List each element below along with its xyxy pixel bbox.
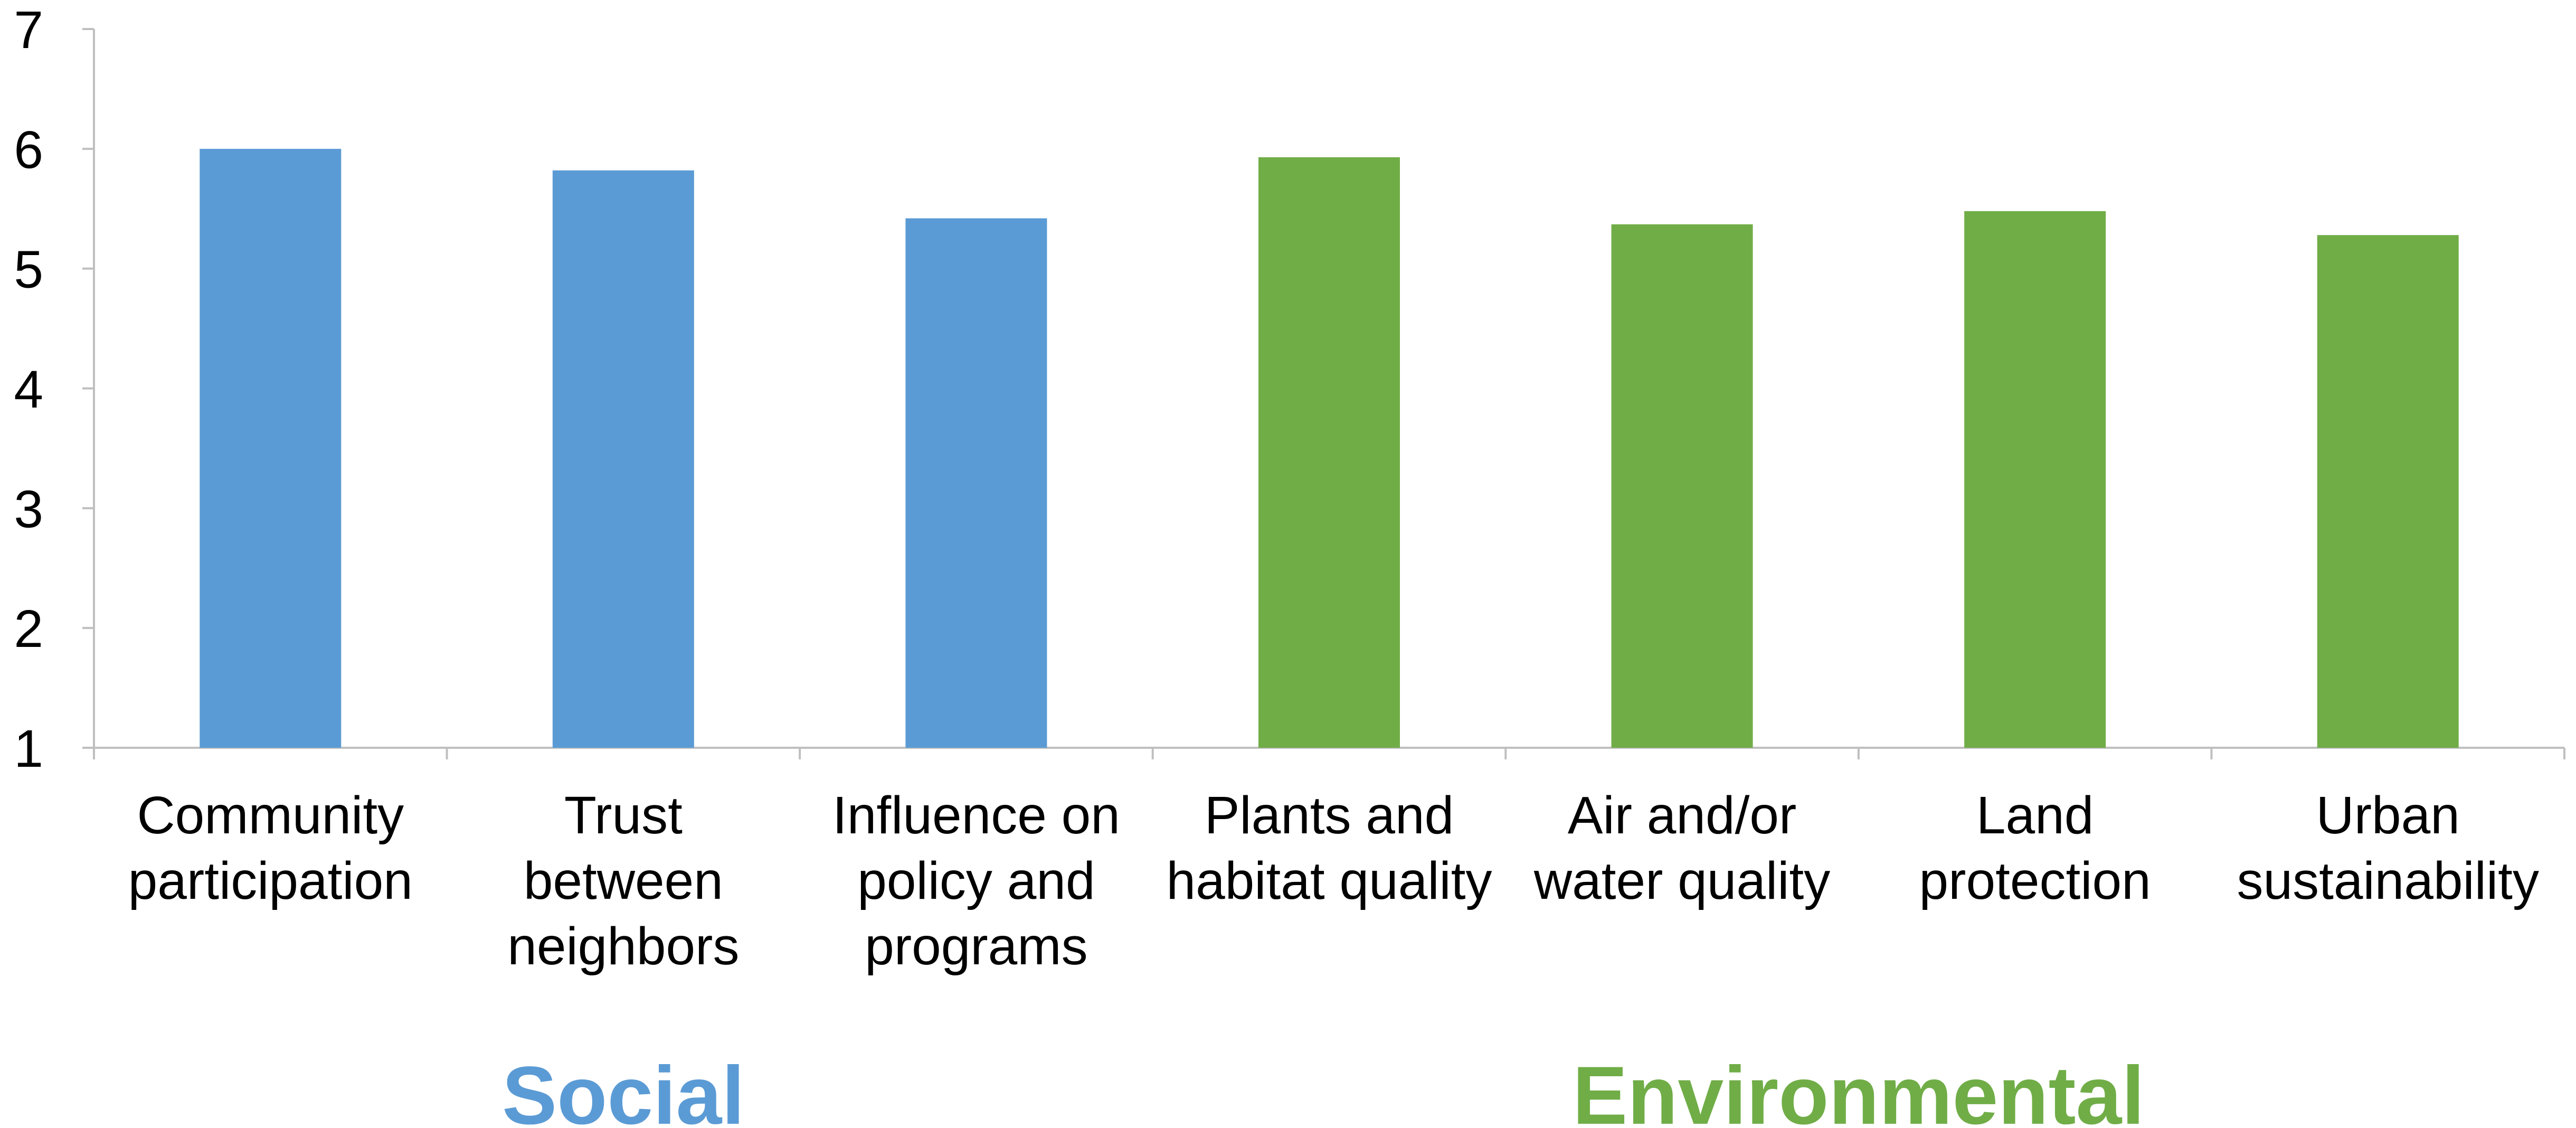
y-tick-label: 5 bbox=[14, 240, 43, 299]
x-category-label-line: policy and bbox=[857, 851, 1095, 910]
group-label-environmental: Environmental bbox=[1573, 1050, 2145, 1128]
x-category-label: Community participation bbox=[128, 786, 413, 910]
bar bbox=[552, 170, 694, 748]
x-category-label-line: Urban bbox=[2316, 786, 2460, 845]
x-category-label-line: Influence on bbox=[832, 786, 1120, 845]
x-category-label-line: Air and/or bbox=[1568, 786, 1797, 845]
x-category-label-line: Community bbox=[137, 786, 404, 845]
bar bbox=[200, 148, 342, 748]
x-category-label-line: water quality bbox=[1533, 851, 1830, 910]
x-category-labels: Community participation Trust between neighb… bbox=[128, 786, 2539, 976]
x-category-label: Influence on policy and programs bbox=[832, 786, 1120, 976]
x-category-label-line: Trust bbox=[564, 786, 683, 845]
x-category-label-line: neighbors bbox=[507, 917, 739, 976]
bar bbox=[905, 218, 1047, 748]
x-category-label: Urban sustainability bbox=[2237, 786, 2539, 910]
group-label-social: Social bbox=[502, 1050, 745, 1128]
y-tick-label: 6 bbox=[14, 120, 43, 180]
x-category-label: Trust between neighbors bbox=[507, 786, 739, 976]
x-category-label: Air and/or water quality bbox=[1533, 786, 1830, 910]
y-tick-label: 7 bbox=[14, 1, 43, 60]
x-category-label-line: Plants and bbox=[1205, 786, 1454, 845]
y-tick-labels: 1 2 3 4 5 6 7 bbox=[14, 1, 43, 778]
bar bbox=[1964, 211, 2106, 748]
bar bbox=[1611, 224, 1753, 748]
x-category-label-line: programs bbox=[865, 917, 1087, 976]
x-category-label-line: Land bbox=[1976, 786, 2094, 845]
x-category-label: Land protection bbox=[1919, 786, 2151, 910]
x-category-label-line: between bbox=[524, 851, 723, 910]
bar bbox=[1258, 157, 1400, 748]
y-tick-label: 1 bbox=[14, 719, 43, 778]
bar bbox=[2317, 235, 2459, 748]
y-tick-label: 4 bbox=[14, 360, 43, 419]
bars bbox=[200, 148, 2459, 748]
x-category-label-line: habitat quality bbox=[1166, 851, 1492, 910]
y-tick-label: 3 bbox=[14, 480, 43, 539]
x-category-label-line: participation bbox=[128, 851, 413, 910]
x-category-label-line: sustainability bbox=[2237, 851, 2539, 910]
group-labels: Social Environmental bbox=[502, 1050, 2145, 1128]
x-category-label: Plants and habitat quality bbox=[1166, 786, 1492, 910]
y-tick-label: 2 bbox=[14, 599, 43, 659]
x-category-label-line: protection bbox=[1919, 851, 2151, 910]
